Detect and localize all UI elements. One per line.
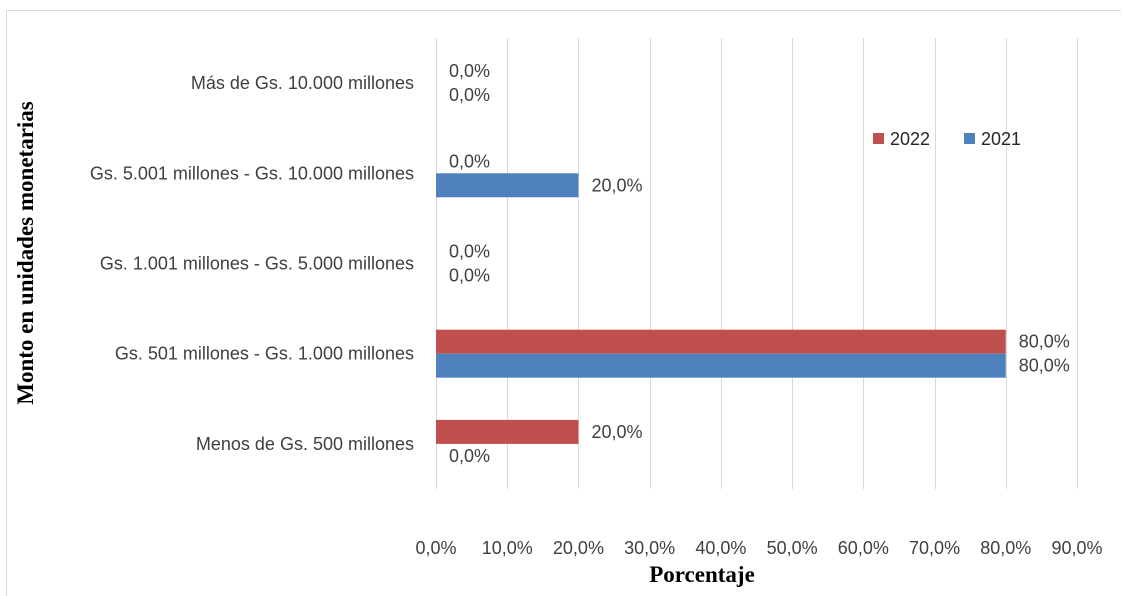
x-tick-labels: 0,0% 10,0% 20,0% 30,0% 40,0% 50,0% 60,0% 70,0% 8… (415, 538, 1102, 558)
category-label-mas-de-gs-10-000-millones: Más de Gs. 10.000 millones (191, 73, 414, 93)
x-tick-label-7: 70,0% (909, 538, 960, 558)
x-tick-label-6: 60,0% (838, 538, 889, 558)
category-label-gs-1-001-millones-gs-5-000-millones: Gs. 1.001 millones - Gs. 5.000 millones (100, 254, 414, 274)
data-labels: 0,0% 0,0% 0,0% 20,0% 0,0% 0,0% 80,0% 80,0% 20,0%… (449, 61, 1070, 466)
category-label-gs-501-millones-gs-1-000-millones: Gs. 501 millones - Gs. 1.000 millones (115, 344, 414, 364)
bars (436, 173, 1006, 444)
data-label-2022-menos-de-gs-500-millones: 20,0% (591, 422, 642, 442)
gridlines (436, 38, 1078, 489)
legend-label-2021: 2021 (981, 129, 1021, 149)
data-label-2021-gs-5-001-millones-gs-10-000-millones: 20,0% (591, 175, 642, 195)
chart-frame (6, 10, 1121, 596)
x-tick-label-2: 20,0% (553, 538, 604, 558)
data-label-2021-gs-501-millones-gs-1-000-millones: 80,0% (1019, 356, 1070, 376)
data-label-2022-mas-de-gs-10-000-millones: 0,0% (449, 61, 490, 81)
x-tick-label-8: 80,0% (980, 538, 1031, 558)
x-tick-label-1: 10,0% (482, 538, 533, 558)
data-label-2022-gs-5-001-millones-gs-10-000-millones: 0,0% (449, 151, 490, 171)
data-label-2021-menos-de-gs-500-millones: 0,0% (449, 446, 490, 466)
x-tick-label-3: 30,0% (624, 538, 675, 558)
data-label-2022-gs-501-millones-gs-1-000-millones: 80,0% (1019, 332, 1070, 352)
category-labels: Más de Gs. 10.000 millones Gs. 5.001 mill… (90, 73, 414, 454)
data-label-2021-gs-1-001-millones-gs-5-000-millones: 0,0% (449, 266, 490, 286)
bar-2022-gs-501-millones-gs-1-000-millones (436, 329, 1006, 354)
x-tick-label-4: 40,0% (695, 538, 746, 558)
x-axis-title: Porcentaje (649, 562, 755, 587)
legend-swatch-2021 (964, 133, 975, 144)
x-tick-label-9: 90,0% (1051, 538, 1102, 558)
legend-label-2022: 2022 (890, 129, 930, 149)
legend-swatch-2022 (873, 133, 884, 144)
bar-2021-gs-501-millones-gs-1-000-millones (436, 353, 1006, 378)
x-tick-label-5: 50,0% (767, 538, 818, 558)
data-label-2022-gs-1-001-millones-gs-5-000-millones: 0,0% (449, 242, 490, 262)
category-label-gs-5-001-millones-gs-10-000-millones: Gs. 5.001 millones - Gs. 10.000 millones (90, 163, 414, 183)
y-axis-title: Monto en unidades monetarias (13, 101, 38, 405)
legend: 2022 2021 (873, 129, 1021, 149)
category-label-menos-de-gs-500-millones: Menos de Gs. 500 millones (196, 434, 414, 454)
bar-2021-gs-5-001-millones-gs-10-000-millones (436, 173, 579, 198)
x-tick-label-0: 0,0% (415, 538, 456, 558)
data-label-2021-mas-de-gs-10-000-millones: 0,0% (449, 85, 490, 105)
bar-2022-menos-de-gs-500-millones (436, 419, 579, 444)
